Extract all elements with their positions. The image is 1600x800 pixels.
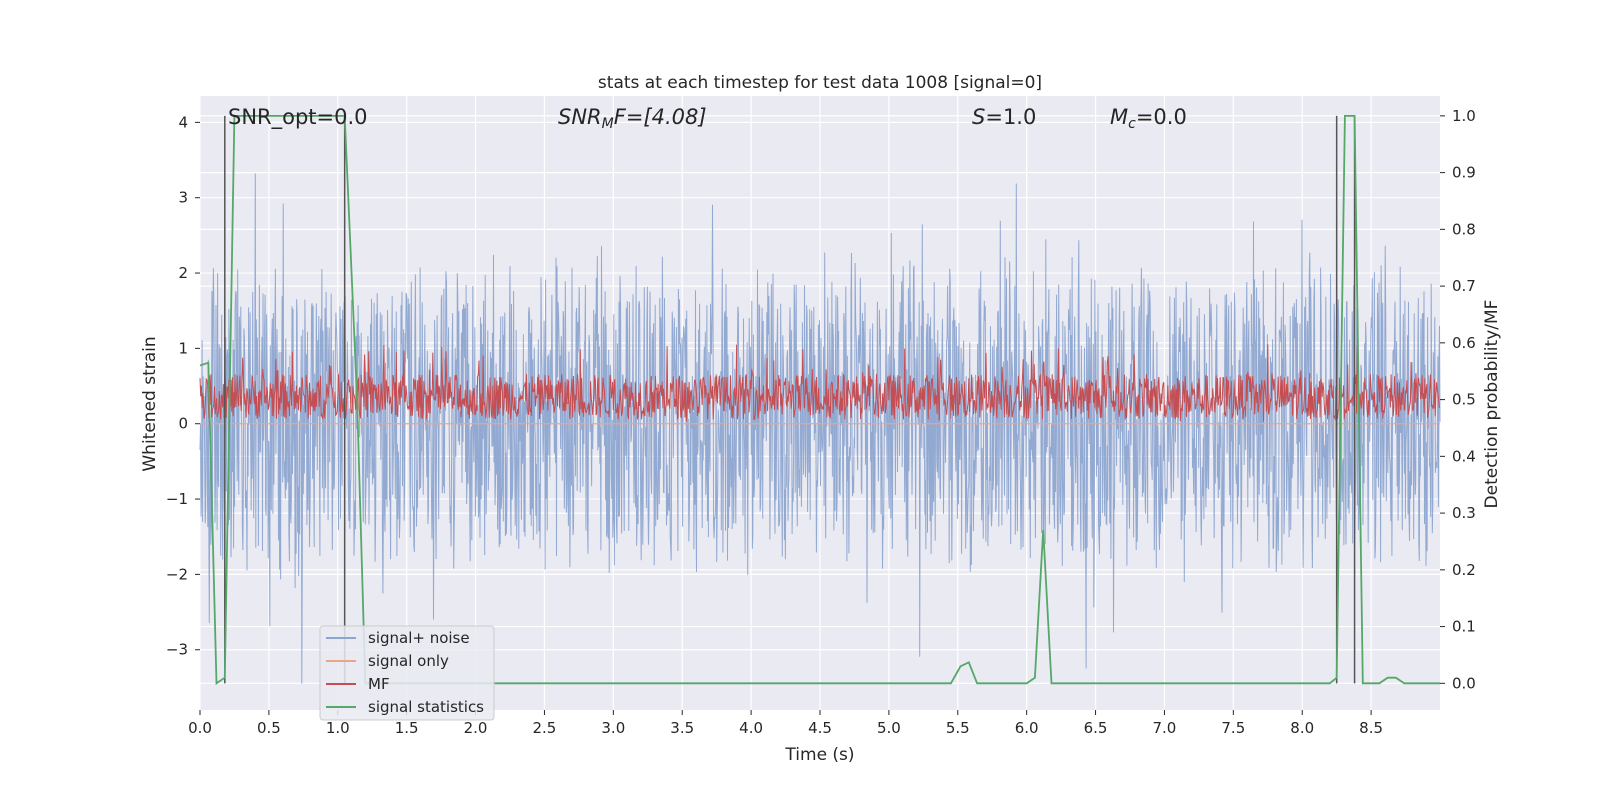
y2-tick-label: 0.3 <box>1452 504 1476 522</box>
x-tick-label: 6.5 <box>1084 719 1108 737</box>
signal-statistics-line <box>199 115 1440 685</box>
x-tick-label: 4.5 <box>808 719 832 737</box>
x-tick-label: 8.0 <box>1290 719 1314 737</box>
y-tick-label: 4 <box>178 113 188 131</box>
y2-tick-label: 0.7 <box>1452 277 1476 295</box>
x-tick-label: 2.0 <box>464 719 488 737</box>
mf-series <box>199 344 1441 422</box>
signal-noise-line <box>199 173 1441 684</box>
y2-tick-label: 0.5 <box>1452 391 1476 409</box>
x-tick-label: 8.5 <box>1359 719 1383 737</box>
annotation-snr-mf-symbol: SNR <box>558 105 602 129</box>
x-tick-label: 7.5 <box>1221 719 1245 737</box>
x-tick-label: 0.5 <box>257 719 281 737</box>
y2-tick-label: 0.4 <box>1452 447 1476 465</box>
legend-label-signal-noise: signal+ noise <box>368 629 470 647</box>
x-tick-label: 6.0 <box>1015 719 1039 737</box>
marker-lines <box>224 115 1356 684</box>
x-tick-label: 1.0 <box>326 719 350 737</box>
y2-tick-label: 0.8 <box>1452 220 1476 238</box>
legend-label-mf: MF <box>368 675 390 693</box>
y2-tick-label: 0.2 <box>1452 561 1476 579</box>
y2-tick-label: 0.6 <box>1452 334 1476 352</box>
x-tick-label: 5.0 <box>877 719 901 737</box>
x-tick-label: 3.5 <box>670 719 694 737</box>
annotation-snr-opt: SNR_opt=0.0 <box>228 105 368 130</box>
chart-title: stats at each timestep for test data 100… <box>598 73 1042 93</box>
y-tick-label: −3 <box>166 641 188 659</box>
annotation-snr-mf: SNRMF=[4.08] <box>558 105 707 132</box>
y-tick-label: 3 <box>178 189 188 207</box>
y2-axis-title: Detection probability/MF <box>1482 300 1502 509</box>
x-tick-label: 2.5 <box>533 719 557 737</box>
y-axis-title: Whitened strain <box>140 336 160 471</box>
x-tick-label: 5.5 <box>946 719 970 737</box>
x-axis-title: Time (s) <box>784 745 854 765</box>
y2-tick-label: 0.9 <box>1452 164 1476 182</box>
y-tick-label: −1 <box>166 490 188 508</box>
tick-labels: 0.0 0.5 1.0 1.5 2.0 2.5 3.0 3.5 4.0 4.5 5.0 5.5 6.0 6… <box>166 107 1476 737</box>
x-tick-label: 0.0 <box>188 719 212 737</box>
annotation-snr-mf-rest: F=[4.08] <box>614 105 707 129</box>
y-tick-label: −2 <box>166 565 188 583</box>
x-tick-label: 3.0 <box>601 719 625 737</box>
annotation-s: S=1.0 <box>972 105 1036 129</box>
annotation-mc: Mc=0.0 <box>1110 105 1187 132</box>
y-tick-label: 1 <box>178 339 188 357</box>
annotation-mc-subscript: c <box>1128 116 1136 132</box>
x-tick-label: 1.5 <box>395 719 419 737</box>
y2-tick-label: 0.1 <box>1452 618 1476 636</box>
legend-box <box>319 625 495 721</box>
annotation-mc-value: =0.0 <box>1136 105 1187 129</box>
signal-noise-series <box>199 173 1441 684</box>
signal-statistics-series <box>199 115 1440 685</box>
annotation-snr-mf-subscript: M <box>602 116 614 132</box>
y2-tick-label: 0.0 <box>1452 674 1476 692</box>
y-tick-label: 2 <box>178 264 188 282</box>
annotation-s-value: =1.0 <box>985 105 1036 129</box>
x-tick-label: 7.0 <box>1153 719 1177 737</box>
legend: signal+ noise signal only MF signal stat… <box>319 625 495 721</box>
x-tick-label: 4.0 <box>739 719 763 737</box>
legend-label-signal-statistics: signal statistics <box>368 698 484 716</box>
annotation-mc-symbol: M <box>1110 105 1128 129</box>
mf-line <box>199 344 1441 422</box>
y-tick-label: 0 <box>178 415 188 433</box>
legend-label-signal-only: signal only <box>368 652 449 670</box>
y2-tick-label: 1.0 <box>1452 107 1476 125</box>
annotation-s-symbol: S <box>972 105 985 129</box>
